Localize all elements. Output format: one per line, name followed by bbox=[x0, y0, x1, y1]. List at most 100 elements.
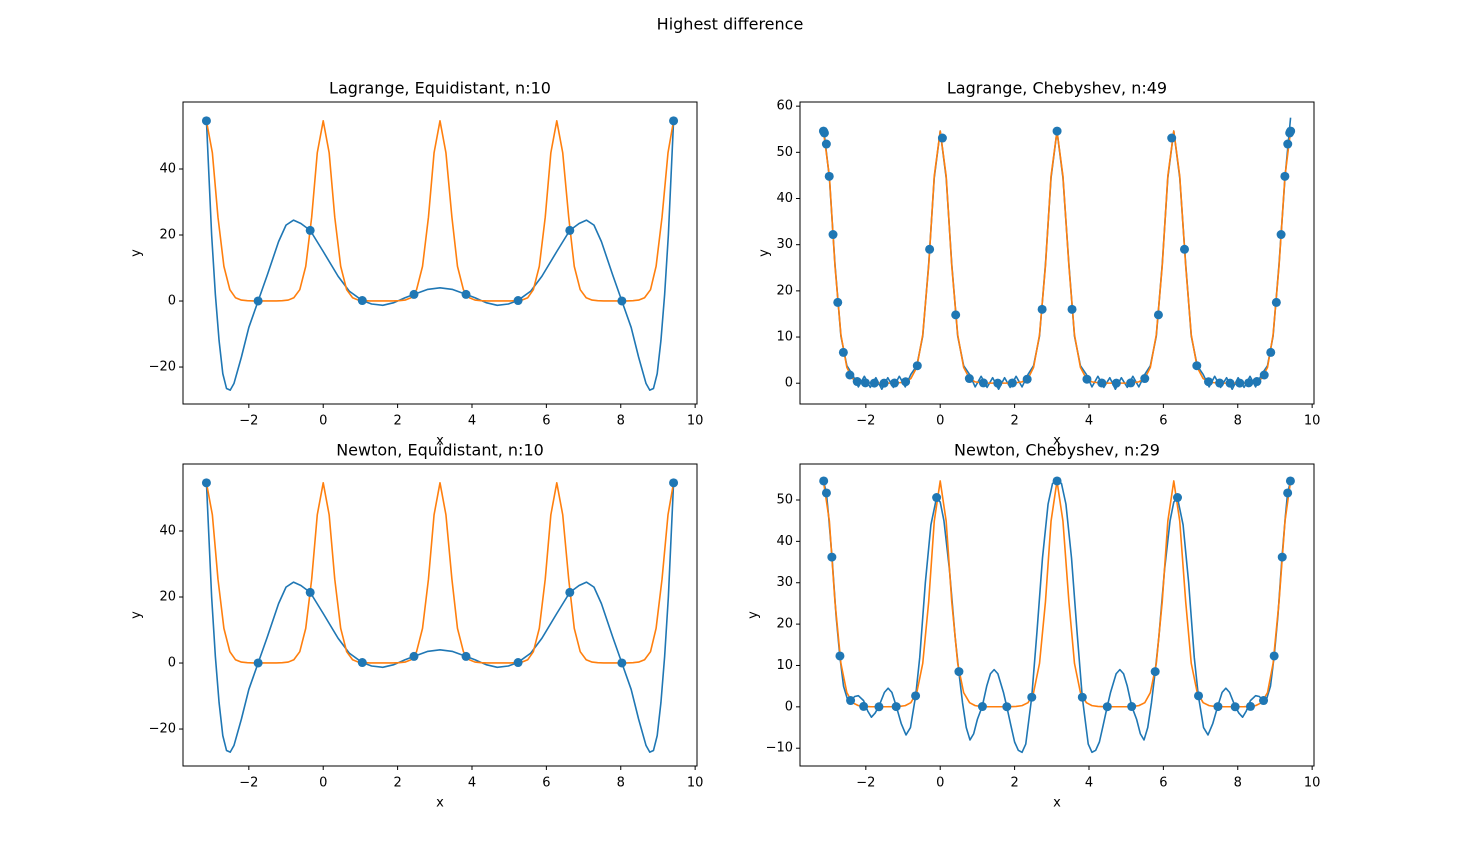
node-point bbox=[1052, 476, 1062, 486]
node-point bbox=[911, 691, 921, 701]
x-tick-label: 6 bbox=[542, 414, 550, 429]
curve bbox=[205, 482, 675, 753]
x-tick-label: 6 bbox=[1159, 414, 1167, 429]
y-tick-label: −20 bbox=[149, 722, 176, 737]
subplot-title: Newton, Equidistant, n:10 bbox=[336, 441, 544, 460]
node-point bbox=[669, 116, 679, 126]
node-point bbox=[1140, 374, 1150, 384]
y-tick-label: 40 bbox=[776, 191, 793, 206]
node-point bbox=[838, 347, 848, 357]
y-tick-label: −10 bbox=[766, 741, 793, 756]
node-point bbox=[1245, 701, 1255, 711]
curve bbox=[205, 482, 675, 664]
figure-title: Highest difference bbox=[657, 15, 804, 34]
x-tick-label: 2 bbox=[393, 414, 401, 429]
x-tick-label: 8 bbox=[1234, 776, 1242, 791]
node-point bbox=[357, 658, 367, 668]
node-point bbox=[1077, 692, 1087, 702]
x-tick-label: −2 bbox=[239, 414, 258, 429]
x-tick-label: 10 bbox=[687, 414, 704, 429]
x-tick-label: 0 bbox=[319, 776, 327, 791]
y-tick-label: 30 bbox=[776, 575, 793, 590]
node-point bbox=[1037, 304, 1047, 314]
node-point bbox=[828, 230, 838, 240]
node-point bbox=[1194, 691, 1204, 701]
node-point bbox=[846, 696, 856, 706]
axes-frame bbox=[799, 101, 1315, 405]
node-point bbox=[1283, 139, 1293, 149]
x-tick-label: 2 bbox=[393, 776, 401, 791]
node-point bbox=[1259, 696, 1269, 706]
node-point bbox=[1266, 347, 1276, 357]
y-tick-label: 10 bbox=[776, 330, 793, 345]
node-point bbox=[461, 651, 471, 661]
subplot-title: Newton, Chebyshev, n:29 bbox=[954, 441, 1160, 460]
x-tick-label: 2 bbox=[1010, 776, 1018, 791]
y-tick-label: 20 bbox=[776, 283, 793, 298]
node-point bbox=[869, 378, 879, 388]
x-tick-label: 4 bbox=[468, 776, 476, 791]
subplot: −2 0 2 4 6 8 10 −10 0 10 20 30 40 50 Newton, Chebyshev… bbox=[746, 441, 1320, 811]
x-tick-label: −2 bbox=[856, 776, 875, 791]
node-point bbox=[1285, 476, 1295, 486]
node-point bbox=[951, 310, 961, 320]
node-point bbox=[860, 378, 870, 388]
node-point bbox=[824, 171, 834, 181]
node-point bbox=[1213, 702, 1223, 712]
y-tick-label: 50 bbox=[776, 492, 793, 507]
y-tick-label: 40 bbox=[159, 162, 176, 177]
node-point bbox=[874, 702, 884, 712]
node-point bbox=[305, 225, 315, 235]
node-point bbox=[1022, 374, 1032, 384]
x-tick-label: 4 bbox=[1085, 776, 1093, 791]
y-tick-label: 60 bbox=[776, 99, 793, 114]
node-point bbox=[1002, 702, 1012, 712]
node-point bbox=[1173, 493, 1183, 503]
y-axis-label: y bbox=[746, 611, 761, 619]
y-tick-label: −20 bbox=[149, 360, 176, 375]
node-point bbox=[1286, 126, 1296, 136]
x-tick-label: 2 bbox=[1010, 414, 1018, 429]
node-point bbox=[565, 587, 575, 597]
curve bbox=[205, 120, 675, 302]
node-point bbox=[1252, 377, 1262, 387]
plot-area bbox=[201, 116, 679, 391]
x-tick-label: 10 bbox=[687, 776, 704, 791]
node-point bbox=[852, 377, 862, 387]
x-tick-label: 0 bbox=[936, 776, 944, 791]
node-point bbox=[1153, 310, 1163, 320]
node-point bbox=[1150, 667, 1160, 677]
y-axis-label: y bbox=[129, 249, 144, 257]
node-point bbox=[827, 552, 837, 562]
y-tick-label: 40 bbox=[159, 524, 176, 539]
node-point bbox=[1276, 230, 1286, 240]
node-point bbox=[1283, 488, 1293, 498]
node-point bbox=[819, 128, 829, 138]
node-point bbox=[977, 702, 987, 712]
node-point bbox=[1007, 378, 1017, 388]
y-tick-label: 0 bbox=[785, 699, 793, 714]
x-tick-label: −2 bbox=[239, 776, 258, 791]
y-axis-label: y bbox=[757, 249, 772, 257]
node-point bbox=[461, 289, 471, 299]
node-point bbox=[1102, 702, 1112, 712]
node-point bbox=[1277, 552, 1287, 562]
y-tick-label: 20 bbox=[776, 617, 793, 632]
x-axis-label: x bbox=[1053, 796, 1061, 811]
x-tick-label: 0 bbox=[936, 414, 944, 429]
x-axis-label: x bbox=[436, 434, 444, 449]
x-tick-label: 8 bbox=[1234, 414, 1242, 429]
x-tick-label: 0 bbox=[319, 414, 327, 429]
node-point bbox=[1225, 378, 1235, 388]
axes-frame bbox=[799, 463, 1315, 767]
x-tick-label: 10 bbox=[1304, 776, 1321, 791]
node-point bbox=[565, 225, 575, 235]
x-axis-label: x bbox=[436, 796, 444, 811]
axes-frame bbox=[182, 463, 698, 767]
y-tick-label: 0 bbox=[168, 656, 176, 671]
node-point bbox=[821, 139, 831, 149]
node-point bbox=[669, 478, 679, 488]
